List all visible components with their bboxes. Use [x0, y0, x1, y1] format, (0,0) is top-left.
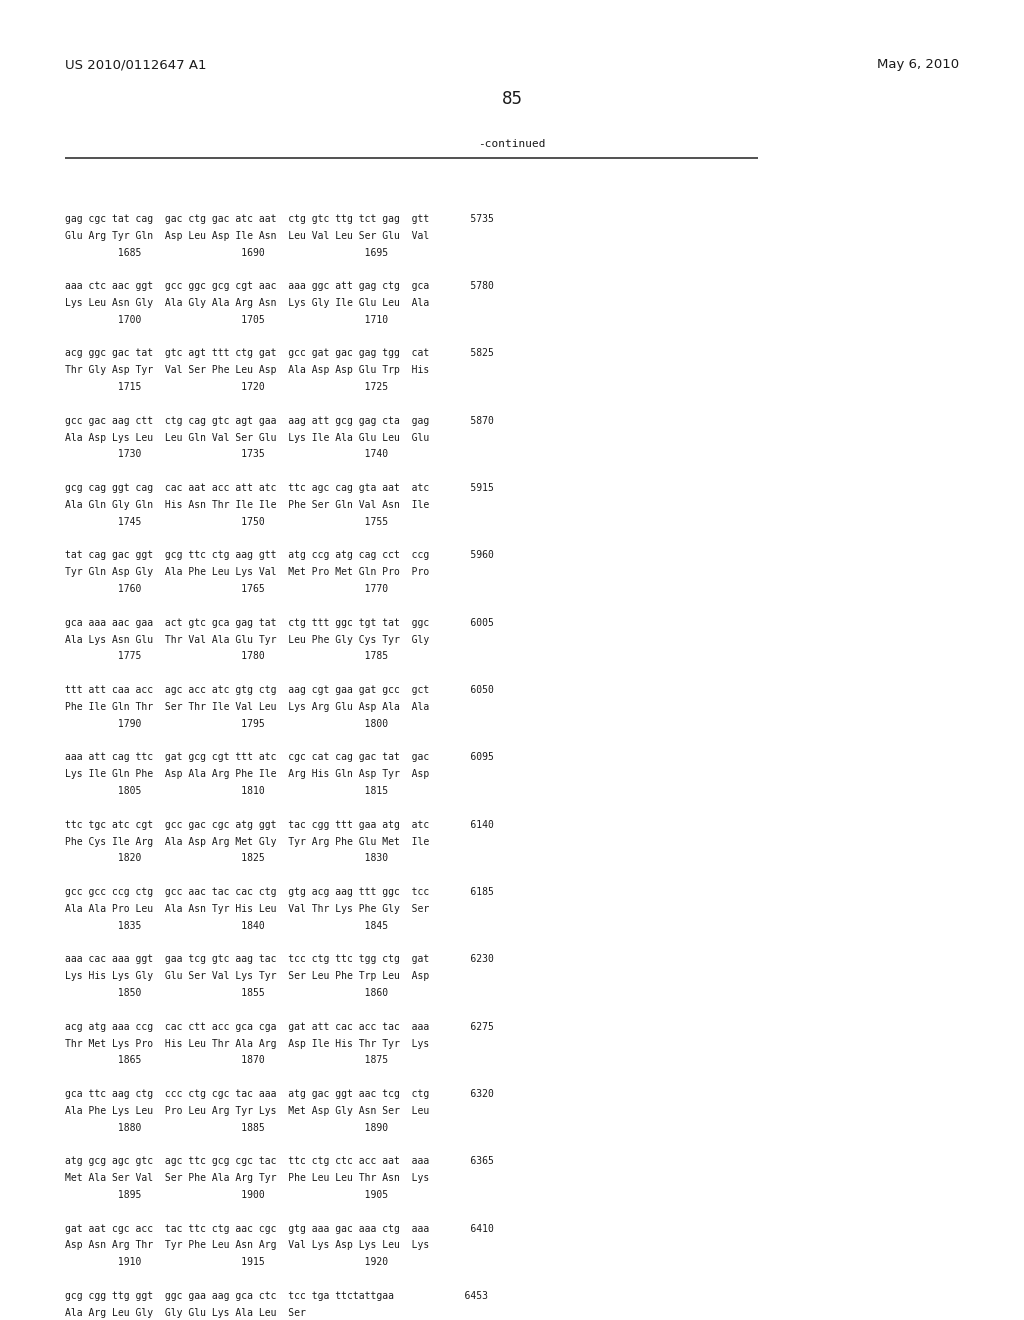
Text: Met Ala Ser Val  Ser Phe Ala Arg Tyr  Phe Leu Leu Thr Asn  Lys: Met Ala Ser Val Ser Phe Ala Arg Tyr Phe …: [65, 1173, 429, 1183]
Text: acg atg aaa ccg  cac ctt acc gca cga  gat att cac acc tac  aaa       6275: acg atg aaa ccg cac ctt acc gca cga gat …: [65, 1022, 494, 1032]
Text: gcc gcc ccg ctg  gcc aac tac cac ctg  gtg acg aag ttt ggc  tcc       6185: gcc gcc ccg ctg gcc aac tac cac ctg gtg …: [65, 887, 494, 898]
Text: 1790                 1795                 1800: 1790 1795 1800: [65, 718, 388, 729]
Text: gcg cgg ttg ggt  ggc gaa aag gca ctc  tcc tga ttctattgaa            6453: gcg cgg ttg ggt ggc gaa aag gca ctc tcc …: [65, 1291, 487, 1302]
Text: 1865                 1870                 1875: 1865 1870 1875: [65, 1056, 388, 1065]
Text: aaa ctc aac ggt  gcc ggc gcg cgt aac  aaa ggc att gag ctg  gca       5780: aaa ctc aac ggt gcc ggc gcg cgt aac aaa …: [65, 281, 494, 292]
Text: Phe Cys Ile Arg  Ala Asp Arg Met Gly  Tyr Arg Phe Glu Met  Ile: Phe Cys Ile Arg Ala Asp Arg Met Gly Tyr …: [65, 837, 429, 846]
Text: gat aat cgc acc  tac ttc ctg aac cgc  gtg aaa gac aaa ctg  aaa       6410: gat aat cgc acc tac ttc ctg aac cgc gtg …: [65, 1224, 494, 1234]
Text: gcg cag ggt cag  cac aat acc att atc  ttc agc cag gta aat  atc       5915: gcg cag ggt cag cac aat acc att atc ttc …: [65, 483, 494, 494]
Text: 1760                 1765                 1770: 1760 1765 1770: [65, 583, 388, 594]
Text: Ala Lys Asn Glu  Thr Val Ala Glu Tyr  Leu Phe Gly Cys Tyr  Gly: Ala Lys Asn Glu Thr Val Ala Glu Tyr Leu …: [65, 635, 429, 644]
Text: 1880                 1885                 1890: 1880 1885 1890: [65, 1122, 388, 1133]
Text: 1895                 1900                 1905: 1895 1900 1905: [65, 1191, 388, 1200]
Text: Ala Phe Lys Leu  Pro Leu Arg Tyr Lys  Met Asp Gly Asn Ser  Leu: Ala Phe Lys Leu Pro Leu Arg Tyr Lys Met …: [65, 1106, 429, 1115]
Text: Ala Arg Leu Gly  Gly Glu Lys Ala Leu  Ser: Ala Arg Leu Gly Gly Glu Lys Ala Leu Ser: [65, 1308, 305, 1317]
Text: Ala Ala Pro Leu  Ala Asn Tyr His Leu  Val Thr Lys Phe Gly  Ser: Ala Ala Pro Leu Ala Asn Tyr His Leu Val …: [65, 904, 429, 913]
Text: Ala Asp Lys Leu  Leu Gln Val Ser Glu  Lys Ile Ala Glu Leu  Glu: Ala Asp Lys Leu Leu Gln Val Ser Glu Lys …: [65, 433, 429, 442]
Text: tat cag gac ggt  gcg ttc ctg aag gtt  atg ccg atg cag cct  ccg       5960: tat cag gac ggt gcg ttc ctg aag gtt atg …: [65, 550, 494, 561]
Text: Lys Leu Asn Gly  Ala Gly Ala Arg Asn  Lys Gly Ile Glu Leu  Ala: Lys Leu Asn Gly Ala Gly Ala Arg Asn Lys …: [65, 298, 429, 308]
Text: Asp Asn Arg Thr  Tyr Phe Leu Asn Arg  Val Lys Asp Lys Leu  Lys: Asp Asn Arg Thr Tyr Phe Leu Asn Arg Val …: [65, 1241, 429, 1250]
Text: ttt att caa acc  agc acc atc gtg ctg  aag cgt gaa gat gcc  gct       6050: ttt att caa acc agc acc atc gtg ctg aag …: [65, 685, 494, 696]
Text: 1745                 1750                 1755: 1745 1750 1755: [65, 516, 388, 527]
Text: 1700                 1705                 1710: 1700 1705 1710: [65, 315, 388, 325]
Text: gag cgc tat cag  gac ctg gac atc aat  ctg gtc ttg tct gag  gtt       5735: gag cgc tat cag gac ctg gac atc aat ctg …: [65, 214, 494, 224]
Text: 1805                 1810                 1815: 1805 1810 1815: [65, 787, 388, 796]
Text: atg gcg agc gtc  agc ttc gcg cgc tac  ttc ctg ctc acc aat  aaa       6365: atg gcg agc gtc agc ttc gcg cgc tac ttc …: [65, 1156, 494, 1167]
Text: gcc gac aag ctt  ctg cag gtc agt gaa  aag att gcg gag cta  gag       5870: gcc gac aag ctt ctg cag gtc agt gaa aag …: [65, 416, 494, 426]
Text: US 2010/0112647 A1: US 2010/0112647 A1: [65, 58, 206, 71]
Text: Ala Gln Gly Gln  His Asn Thr Ile Ile  Phe Ser Gln Val Asn  Ile: Ala Gln Gly Gln His Asn Thr Ile Ile Phe …: [65, 500, 429, 510]
Text: 1775                 1780                 1785: 1775 1780 1785: [65, 652, 388, 661]
Text: Glu Arg Tyr Gln  Asp Leu Asp Ile Asn  Leu Val Leu Ser Glu  Val: Glu Arg Tyr Gln Asp Leu Asp Ile Asn Leu …: [65, 231, 429, 240]
Text: Tyr Gln Asp Gly  Ala Phe Leu Lys Val  Met Pro Met Gln Pro  Pro: Tyr Gln Asp Gly Ala Phe Leu Lys Val Met …: [65, 568, 429, 577]
Text: Thr Gly Asp Tyr  Val Ser Phe Leu Asp  Ala Asp Asp Glu Trp  His: Thr Gly Asp Tyr Val Ser Phe Leu Asp Ala …: [65, 366, 429, 375]
Text: May 6, 2010: May 6, 2010: [878, 58, 959, 71]
Text: Phe Ile Gln Thr  Ser Thr Ile Val Leu  Lys Arg Glu Asp Ala  Ala: Phe Ile Gln Thr Ser Thr Ile Val Leu Lys …: [65, 702, 429, 711]
Text: 1730                 1735                 1740: 1730 1735 1740: [65, 449, 388, 459]
Text: Lys His Lys Gly  Glu Ser Val Lys Tyr  Ser Leu Phe Trp Leu  Asp: Lys His Lys Gly Glu Ser Val Lys Tyr Ser …: [65, 972, 429, 981]
Text: 1685                 1690                 1695: 1685 1690 1695: [65, 248, 388, 257]
Text: 1850                 1855                 1860: 1850 1855 1860: [65, 987, 388, 998]
Text: Thr Met Lys Pro  His Leu Thr Ala Arg  Asp Ile His Thr Tyr  Lys: Thr Met Lys Pro His Leu Thr Ala Arg Asp …: [65, 1039, 429, 1048]
Text: aaa cac aaa ggt  gaa tcg gtc aag tac  tcc ctg ttc tgg ctg  gat       6230: aaa cac aaa ggt gaa tcg gtc aag tac tcc …: [65, 954, 494, 965]
Text: acg ggc gac tat  gtc agt ttt ctg gat  gcc gat gac gag tgg  cat       5825: acg ggc gac tat gtc agt ttt ctg gat gcc …: [65, 348, 494, 359]
Text: 1835                 1840                 1845: 1835 1840 1845: [65, 921, 388, 931]
Text: gca aaa aac gaa  act gtc gca gag tat  ctg ttt ggc tgt tat  ggc       6005: gca aaa aac gaa act gtc gca gag tat ctg …: [65, 618, 494, 628]
Text: 1820                 1825                 1830: 1820 1825 1830: [65, 854, 388, 863]
Text: gca ttc aag ctg  ccc ctg cgc tac aaa  atg gac ggt aac tcg  ctg       6320: gca ttc aag ctg ccc ctg cgc tac aaa atg …: [65, 1089, 494, 1100]
Text: 1715                 1720                 1725: 1715 1720 1725: [65, 383, 388, 392]
Text: 85: 85: [502, 90, 522, 108]
Text: Lys Ile Gln Phe  Asp Ala Arg Phe Ile  Arg His Gln Asp Tyr  Asp: Lys Ile Gln Phe Asp Ala Arg Phe Ile Arg …: [65, 770, 429, 779]
Text: -continued: -continued: [478, 139, 546, 149]
Text: 1910                 1915                 1920: 1910 1915 1920: [65, 1257, 388, 1267]
Text: aaa att cag ttc  gat gcg cgt ttt atc  cgc cat cag gac tat  gac       6095: aaa att cag ttc gat gcg cgt ttt atc cgc …: [65, 752, 494, 763]
Text: ttc tgc atc cgt  gcc gac cgc atg ggt  tac cgg ttt gaa atg  atc       6140: ttc tgc atc cgt gcc gac cgc atg ggt tac …: [65, 820, 494, 830]
